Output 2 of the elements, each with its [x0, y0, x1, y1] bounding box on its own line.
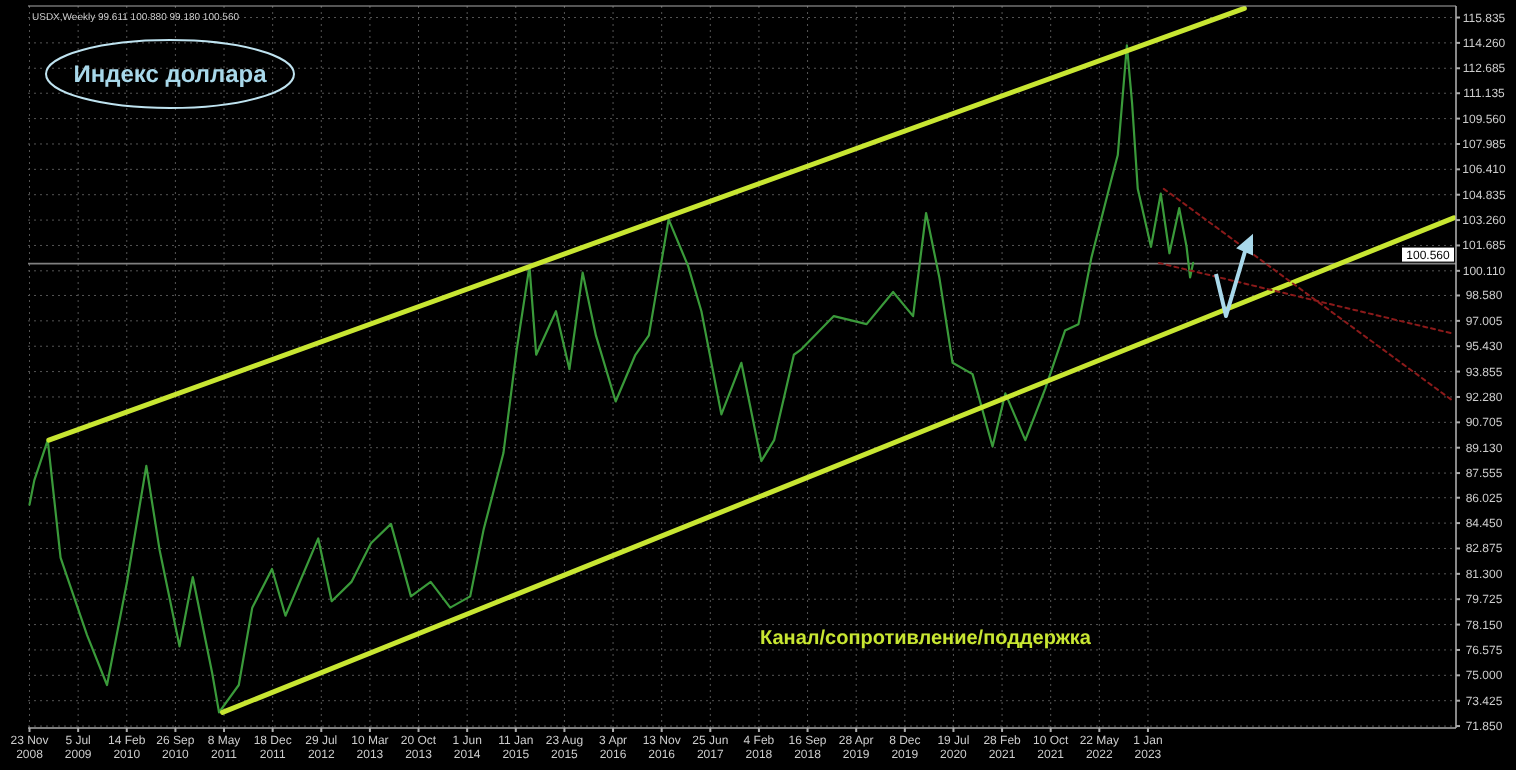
text: Индекс доллара: [73, 60, 268, 88]
annotation: Канал/сопротивление/поддержка: [760, 628, 1092, 650]
